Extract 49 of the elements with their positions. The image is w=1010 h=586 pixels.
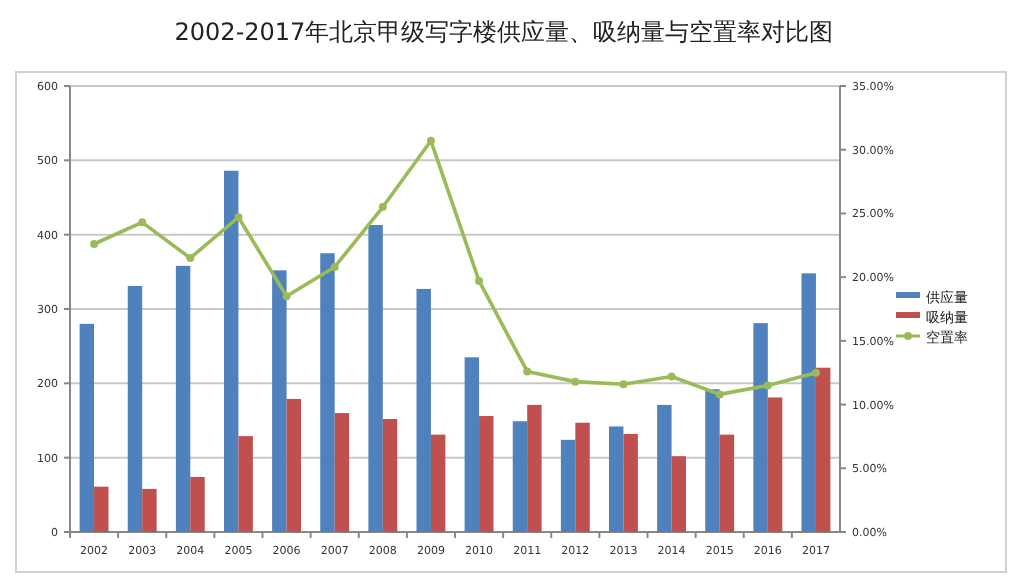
bar [224,170,239,532]
bar [286,398,301,532]
bar [512,421,528,532]
point [186,254,195,263]
bar [705,389,720,532]
point [619,380,628,389]
bar [609,426,624,532]
bar [127,285,143,532]
point [571,377,580,386]
bar [815,367,831,532]
bar [142,488,157,532]
bar [767,397,783,532]
point [523,367,532,376]
bar [623,433,638,532]
bar [320,253,335,532]
bar [175,265,191,532]
bar [753,323,768,532]
point [90,240,99,249]
point [378,203,387,212]
bar [238,436,253,532]
point [234,213,243,222]
point [667,372,676,381]
bar [190,476,205,532]
bar [657,404,672,532]
point [426,136,435,145]
point [811,368,820,377]
bar [575,422,590,532]
point [763,381,772,390]
bar [671,456,686,532]
chart-title: 2002-2017年北京甲级写字楼供应量、吸纳量与空置率对比图 [174,18,834,46]
point [282,292,291,301]
point [138,218,147,227]
point [715,390,724,399]
bar [719,434,735,532]
bar [479,416,494,532]
bar [560,439,576,532]
point [330,262,339,271]
bar [272,270,287,532]
point [475,276,484,285]
bar [382,419,398,532]
bar [801,273,816,532]
bar [527,404,542,532]
bar [94,486,109,532]
bar [430,434,446,532]
bar [464,357,480,532]
bar [368,225,383,532]
bar [334,413,350,532]
bar [79,323,95,532]
bar [416,288,431,532]
